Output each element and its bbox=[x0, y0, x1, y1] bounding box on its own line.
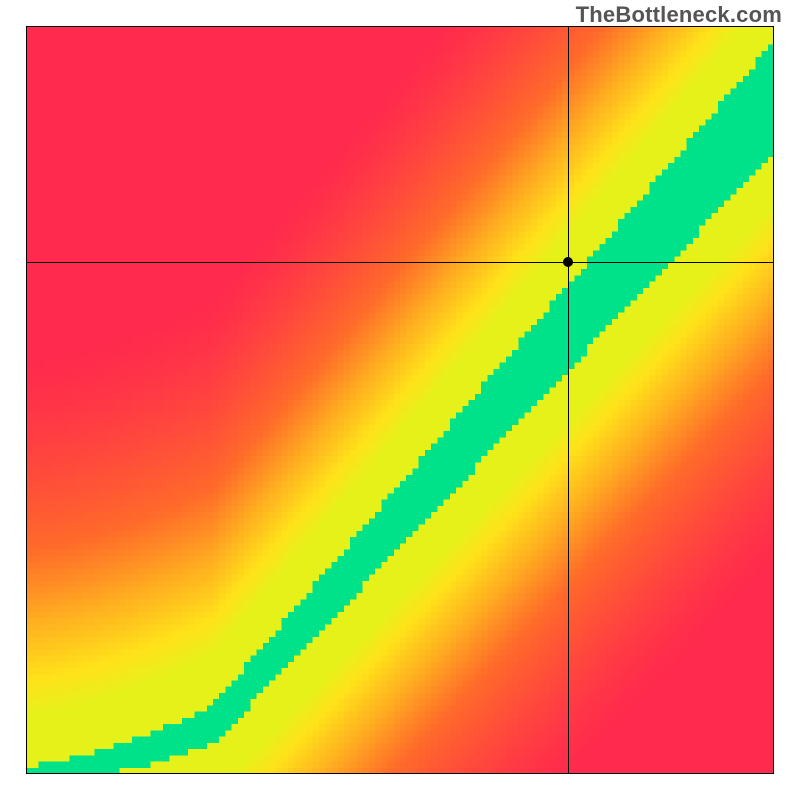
crosshair-vertical bbox=[568, 26, 569, 774]
heatmap-canvas bbox=[26, 26, 774, 774]
crosshair-marker bbox=[563, 257, 573, 267]
bottleneck-heatmap bbox=[26, 26, 774, 774]
crosshair-horizontal bbox=[26, 262, 774, 263]
watermark-text: TheBottleneck.com bbox=[576, 2, 782, 28]
